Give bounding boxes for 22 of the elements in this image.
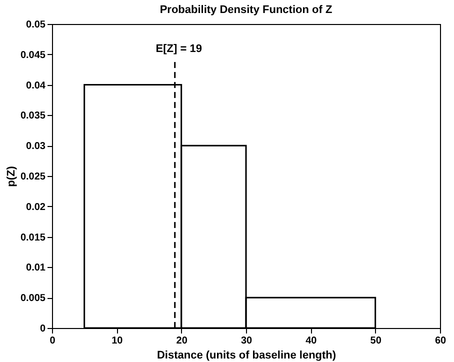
ref-line-label: E[Z] = 19 [156, 43, 202, 55]
y-tick-label: 0.045 [20, 50, 46, 61]
y-tick-label: 0 [40, 324, 46, 334]
x-axis-title: Distance (units of baseline length) [156, 350, 336, 362]
x-tick-label: 20 [176, 336, 188, 346]
y-tick-label: 0.03 [26, 141, 46, 152]
y-tick-label: 0.01 [26, 262, 46, 274]
x-tick-label: 0 [50, 336, 56, 346]
x-tick-label: 50 [370, 336, 382, 346]
x-tick-label: 10 [112, 336, 124, 346]
x-tick-label: 40 [306, 336, 318, 346]
y-tick-label: 0.04 [26, 80, 46, 92]
y-tick-label: 0.025 [20, 172, 46, 182]
y-tick-label: 0.015 [20, 232, 46, 244]
y-axis-title: p(Z) [5, 166, 18, 187]
x-tick-label: 60 [434, 336, 446, 346]
y-tick-label: 0.05 [26, 20, 46, 30]
y-tick-label: 0.02 [26, 202, 46, 213]
x-tick-label: 30 [240, 336, 252, 346]
y-tick-label: 0.035 [20, 110, 46, 122]
y-tick-label: 0.005 [20, 293, 46, 304]
chart-title: Probability Density Function of Z [160, 4, 332, 16]
